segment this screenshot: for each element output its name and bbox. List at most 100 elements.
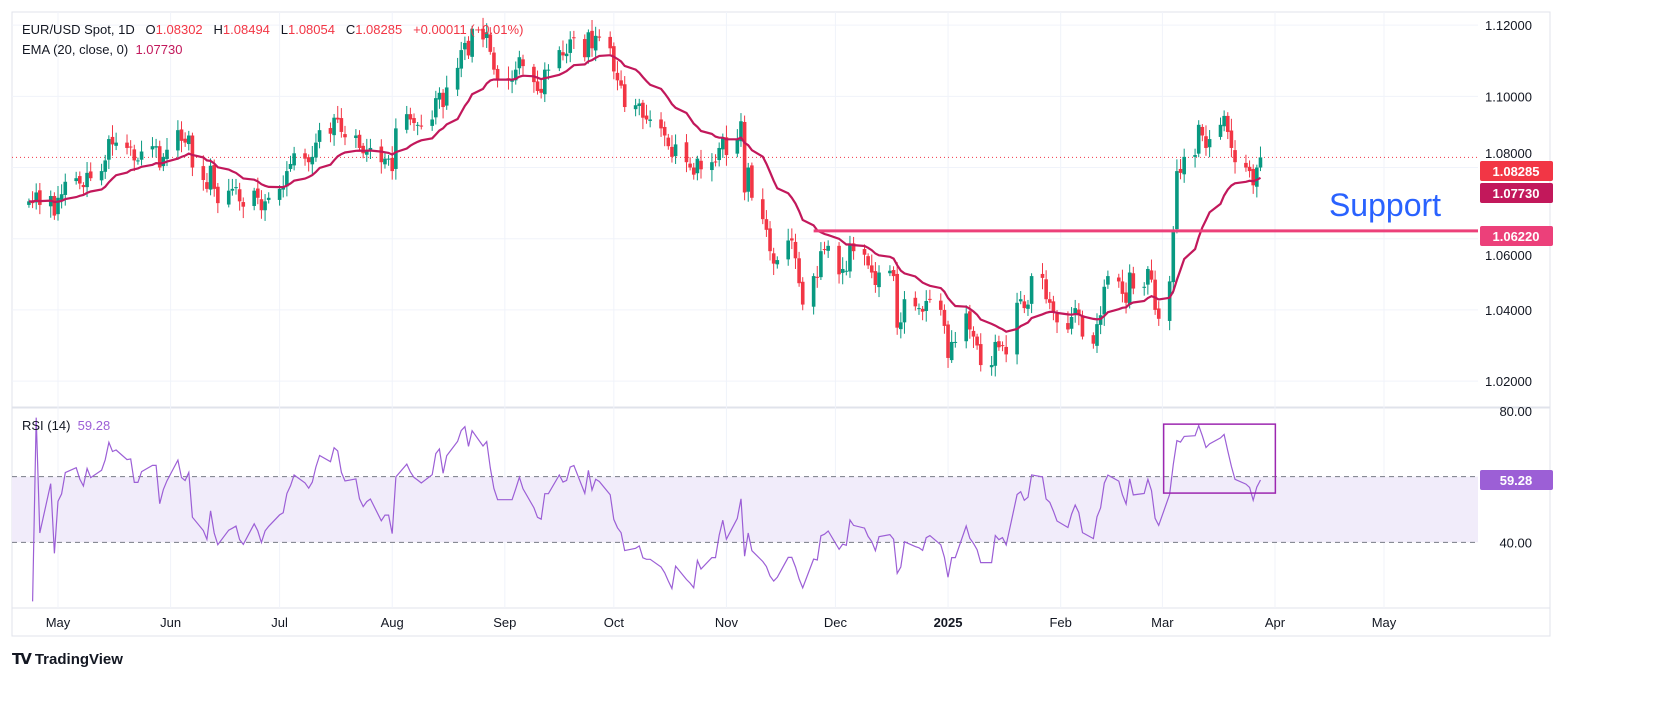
candle (306, 154, 311, 172)
candle (557, 46, 562, 72)
candle-body (513, 69, 518, 81)
candle-body (764, 219, 769, 230)
candle (790, 228, 794, 250)
candle-body (666, 137, 671, 147)
candle-body (437, 92, 442, 100)
candle (1244, 154, 1248, 172)
candle-body (1066, 323, 1070, 330)
candle-body (85, 172, 89, 188)
candle-body (234, 187, 238, 189)
candle-body (532, 66, 536, 83)
candle-body (1142, 286, 1147, 288)
candle-body (386, 158, 391, 160)
rsi-price-label (1480, 470, 1553, 490)
candle (56, 186, 60, 221)
candle-body (390, 157, 395, 172)
candle-body (157, 146, 162, 168)
candle-body (208, 165, 213, 190)
candle (888, 265, 892, 277)
candle (938, 293, 943, 316)
candle-body (38, 190, 42, 205)
candle-body (107, 139, 111, 160)
candle (176, 120, 180, 160)
candle-body (822, 249, 827, 251)
candle-body (997, 341, 1001, 348)
ema-legend: EMA (20, close, 0) 1.07730 (22, 42, 182, 57)
x-tick-label: Jun (160, 615, 181, 630)
candle-body (1247, 166, 1252, 172)
candle-body (81, 184, 86, 188)
rsi-legend: RSI (14) 59.28 (22, 418, 110, 433)
candle-body (263, 201, 267, 211)
candle (572, 30, 576, 50)
candle-body (317, 130, 322, 142)
candle (510, 70, 514, 94)
candle (568, 31, 573, 63)
candle-body (837, 245, 841, 275)
candle-body (1069, 317, 1074, 329)
tradingview-logo[interactable]: 𝗧𝗩 TradingView (12, 650, 123, 669)
candle-body (913, 297, 918, 307)
candle-body (266, 197, 271, 200)
candle (444, 75, 449, 110)
candle-body (851, 243, 856, 252)
change-value: +0.00011 (+0.01%) (413, 22, 524, 37)
candle (259, 190, 264, 219)
candle (902, 291, 907, 334)
candle-body (819, 251, 823, 278)
candle (891, 266, 896, 282)
candle-body (1167, 281, 1172, 321)
candle-body (895, 273, 899, 328)
candle (205, 173, 209, 193)
candle-body (292, 153, 296, 166)
candle-body (637, 103, 642, 106)
candle-body (1018, 299, 1023, 302)
candle-body (1029, 276, 1034, 304)
candle (633, 98, 638, 117)
y-tick-label: 1.08000 (1485, 146, 1532, 161)
rsi-tick-label: 40.00 (1499, 535, 1532, 550)
candle (819, 242, 823, 281)
tradingview-logo-icon: 𝗧𝗩 (12, 651, 32, 668)
candle (1247, 160, 1252, 178)
candle-body (165, 149, 169, 159)
candle-body (659, 119, 663, 129)
candle-body (924, 301, 929, 311)
candle (99, 163, 104, 186)
candle-body (750, 165, 754, 198)
candle-body (968, 311, 972, 330)
candle-body (252, 190, 256, 206)
price-label-support (1480, 226, 1553, 246)
candle-body (721, 137, 725, 150)
candle-body (648, 119, 652, 121)
candle-body (277, 188, 282, 200)
candle (662, 121, 667, 147)
candle (1026, 299, 1030, 316)
candle (862, 244, 867, 266)
candle-body (34, 192, 39, 203)
candle-body (993, 341, 998, 366)
candle-body (899, 322, 903, 330)
candle (920, 305, 925, 321)
candle (942, 304, 947, 334)
candle (335, 105, 340, 124)
candle (34, 183, 39, 210)
candle-body (739, 121, 743, 142)
candle (750, 162, 754, 201)
candle (928, 289, 932, 303)
candle (1251, 164, 1256, 194)
candle (488, 27, 493, 55)
candle-body (226, 190, 231, 205)
candle-body (1149, 270, 1154, 280)
candle-body (354, 135, 358, 138)
candle-body (470, 28, 474, 57)
candle (1167, 275, 1172, 331)
candle-body (586, 32, 591, 58)
candle (710, 153, 714, 182)
candle (786, 228, 790, 266)
candle (717, 142, 721, 167)
candle-body (695, 158, 700, 174)
candle (85, 162, 89, 198)
candle (1116, 273, 1121, 288)
